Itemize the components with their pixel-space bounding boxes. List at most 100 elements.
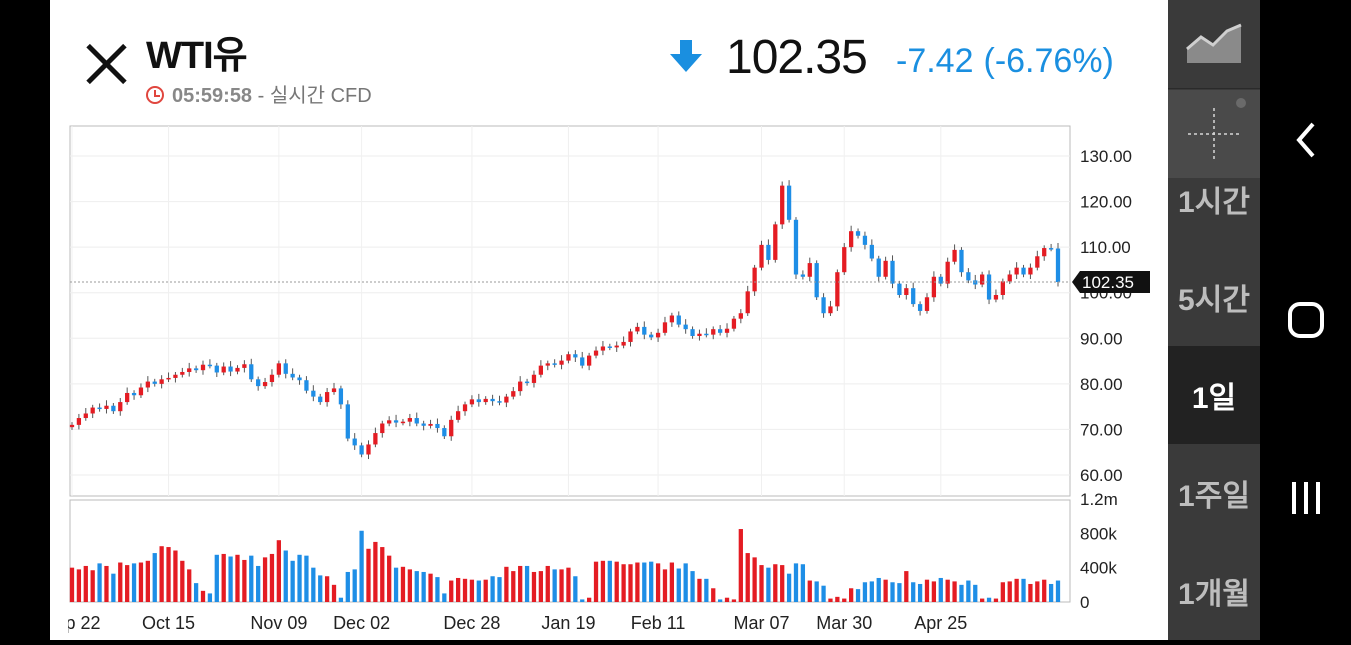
x-axis-label: Dec 28 xyxy=(443,613,500,633)
volume-bar xyxy=(483,579,488,602)
close-icon[interactable] xyxy=(82,40,130,86)
candle xyxy=(442,428,447,437)
down-arrow-icon xyxy=(670,40,702,72)
candle xyxy=(704,333,709,336)
candle xyxy=(359,445,364,455)
volume-bar xyxy=(676,568,681,602)
volume-bar xyxy=(635,562,640,602)
candle xyxy=(393,420,399,423)
candle xyxy=(118,402,123,412)
price-chart[interactable]: Sep 22 Oct 15 Nov 09 Dec 02 Dec 28 Jan 19 Feb … xyxy=(43,124,1150,645)
candle xyxy=(414,418,419,424)
candle xyxy=(1035,256,1040,268)
volume-bar xyxy=(807,580,812,602)
back-button[interactable] xyxy=(1260,110,1351,170)
candle xyxy=(1048,248,1054,250)
home-icon xyxy=(1287,302,1324,338)
crosshair-button[interactable] xyxy=(1168,90,1260,178)
candle xyxy=(449,419,454,437)
volume-bar xyxy=(442,593,447,602)
volume-bar xyxy=(235,554,240,602)
candle xyxy=(911,288,916,305)
volume-bar xyxy=(752,557,757,602)
candle xyxy=(511,391,516,397)
volume-bar xyxy=(380,547,385,602)
candle xyxy=(731,318,737,329)
candle xyxy=(173,374,178,378)
candle xyxy=(125,392,130,403)
candle xyxy=(166,377,171,380)
timeframe-1w[interactable]: 1주일 xyxy=(1178,480,1250,513)
candle xyxy=(814,263,819,298)
candle xyxy=(97,407,102,410)
volume-bar xyxy=(607,560,612,602)
volume-bar xyxy=(655,563,661,602)
volume-bar xyxy=(973,584,978,602)
price-panel xyxy=(69,125,1071,497)
volume-bar xyxy=(724,597,730,602)
volume-bar xyxy=(297,554,302,602)
volume-bar xyxy=(166,547,171,602)
volume-bar xyxy=(125,565,130,602)
volume-bar xyxy=(387,555,392,602)
candle xyxy=(766,244,771,260)
candle xyxy=(635,326,640,332)
candle xyxy=(1055,248,1061,283)
candle xyxy=(724,328,730,333)
price-axis-label: 130.00 xyxy=(1080,147,1132,166)
candle xyxy=(455,411,461,420)
volume-bar xyxy=(986,597,992,602)
candle xyxy=(655,332,661,338)
candle xyxy=(276,363,281,375)
candle xyxy=(545,363,550,366)
price-axis-label: 60.00 xyxy=(1080,466,1123,485)
volume-bar xyxy=(800,564,806,602)
candle xyxy=(462,404,468,412)
volume-bar xyxy=(704,578,709,602)
volume-bar xyxy=(573,576,578,602)
volume-bar xyxy=(559,569,564,602)
timeframe-1m[interactable]: 1개월 xyxy=(1178,578,1250,611)
timeframe-5h[interactable]: 5시간 xyxy=(1178,284,1250,317)
volume-bar xyxy=(1028,583,1033,602)
recent-apps-button[interactable] xyxy=(1260,468,1351,528)
volume-bar xyxy=(276,540,281,602)
candle xyxy=(407,418,412,422)
volume-bar xyxy=(1055,580,1061,602)
candle xyxy=(952,249,957,262)
back-icon xyxy=(1295,122,1315,158)
price-axis-label: 80.00 xyxy=(1080,375,1123,394)
price-change: -7.42 (-6.76%) xyxy=(896,42,1124,81)
candle xyxy=(793,219,799,275)
chart-type-button[interactable] xyxy=(1168,0,1260,89)
candle xyxy=(104,405,109,409)
volume-bar xyxy=(242,559,247,602)
volume-bar xyxy=(1000,582,1005,602)
volume-bar xyxy=(862,582,868,602)
volume-bar xyxy=(159,546,164,602)
volume-bar xyxy=(83,565,88,602)
candle xyxy=(200,364,206,371)
timeframe-1h[interactable]: 1시간 xyxy=(1178,186,1250,219)
home-button[interactable] xyxy=(1260,290,1351,350)
x-axis-label: Feb 11 xyxy=(631,613,686,633)
candle xyxy=(752,267,757,292)
x-axis-label: Mar 30 xyxy=(816,613,872,633)
candle xyxy=(552,363,557,365)
candle xyxy=(311,390,316,397)
volume-bar xyxy=(331,584,337,602)
candle xyxy=(69,424,75,428)
volume-bar xyxy=(642,562,647,602)
volume-bar xyxy=(649,561,654,602)
volume-bar xyxy=(883,579,888,602)
candle xyxy=(297,377,302,381)
volume-bar xyxy=(793,563,799,602)
candle xyxy=(580,357,585,366)
candle xyxy=(207,364,213,367)
candle xyxy=(676,315,681,325)
volume-axis-label: 400k xyxy=(1080,559,1117,578)
volume-bar xyxy=(855,589,861,602)
volume-bar xyxy=(966,580,971,602)
timeframe-1d[interactable]: 1일 xyxy=(1168,346,1260,444)
chart-canvas[interactable]: Sep 22 Oct 15 Nov 09 Dec 02 Dec 28 Jan 19 Feb … xyxy=(43,124,1150,640)
